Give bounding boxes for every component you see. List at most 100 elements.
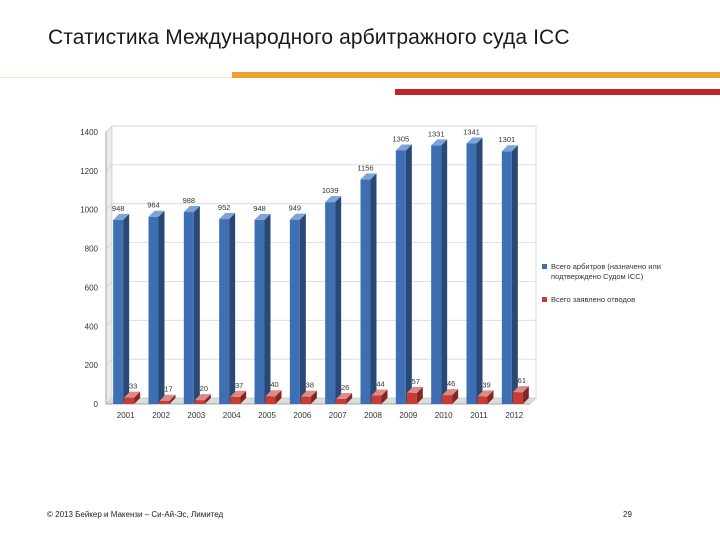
bar-series-1 <box>501 145 518 404</box>
bar-series-2-front <box>336 398 347 404</box>
x-tick-label: 2012 <box>505 411 523 420</box>
page-number: 29 <box>623 510 632 519</box>
gridline-side <box>105 242 113 249</box>
bar-series-1-front <box>466 143 477 404</box>
bar-series-2-top <box>159 394 176 401</box>
gridline-side <box>105 358 113 366</box>
gridline-side <box>105 203 113 210</box>
bar-series-1-side <box>405 144 412 404</box>
bar-series-1-top <box>289 213 306 220</box>
bar-series-1-front <box>325 202 336 404</box>
bar-series-1-side <box>123 213 130 404</box>
y-tick-label: 400 <box>85 322 99 331</box>
back-wall <box>111 125 537 399</box>
bar-series-1-side <box>299 213 306 404</box>
x-tick-label: 2007 <box>329 411 347 420</box>
data-label-series-2: 44 <box>376 379 384 388</box>
data-label-series-1: 1305 <box>392 134 409 143</box>
bar-series-1-front <box>289 219 300 404</box>
data-label-series-1: 948 <box>112 204 125 213</box>
y-tick-label: 1200 <box>80 167 98 176</box>
y-tick-label: 1400 <box>80 128 98 137</box>
x-tick-label: 2002 <box>152 411 170 420</box>
bar-series-2 <box>159 394 176 404</box>
bar-series-2 <box>265 390 282 404</box>
bar-series-2-side <box>487 390 494 404</box>
bar-series-2-front <box>124 397 135 404</box>
bar-series-1-top <box>113 213 130 220</box>
bar-series-2 <box>371 389 388 404</box>
bar-series-2-top <box>124 391 141 398</box>
bar-series-2-top <box>336 392 353 399</box>
data-label-series-2: 37 <box>235 381 243 390</box>
data-label-series-2: 33 <box>129 382 137 391</box>
bar-series-1-top <box>360 173 377 180</box>
bar-series-1-top <box>501 145 518 152</box>
bar-series-1 <box>183 206 200 404</box>
bar-series-2-side <box>346 392 353 404</box>
bar-series-2-front <box>371 395 382 404</box>
bar-series-2-top <box>230 390 247 397</box>
bar-series-2-side <box>310 390 317 404</box>
bar-series-2-front <box>194 400 205 404</box>
data-label-series-2: 20 <box>200 384 208 393</box>
bar-series-2-front <box>300 396 311 404</box>
x-tick-label: 2009 <box>399 411 417 420</box>
legend-label-series-1: Всего арбитров (назначено или подтвержден… <box>551 262 661 281</box>
bar-series-1 <box>395 144 412 404</box>
bar-series-1-side <box>193 206 200 404</box>
y-tick-label: 800 <box>85 245 99 254</box>
x-tick-label: 2004 <box>223 411 241 420</box>
data-label-series-2: 61 <box>518 376 526 385</box>
bar-series-2-front <box>230 396 241 404</box>
x-tick-label: 2010 <box>435 411 453 420</box>
data-label-series-1: 1341 <box>463 127 480 136</box>
bar-series-1 <box>325 196 342 404</box>
gridline-side <box>105 281 113 288</box>
bar-series-1 <box>431 139 448 405</box>
bar-series-2-top <box>300 390 317 397</box>
bar-series-2 <box>194 394 211 404</box>
slide-title: Статистика Международного арбитражного с… <box>48 26 570 49</box>
bar-series-1 <box>148 210 165 404</box>
x-tick-label: 2006 <box>293 411 311 420</box>
bar-series-1-front <box>113 219 124 404</box>
bar-series-2-front <box>442 395 453 404</box>
data-label-series-1: 952 <box>218 203 231 212</box>
data-label-series-2: 40 <box>270 380 278 389</box>
data-label-series-2: 46 <box>447 379 455 388</box>
data-label-series-2: 38 <box>306 381 314 390</box>
bar-series-2 <box>300 390 317 404</box>
bar-series-2-side <box>452 389 459 404</box>
bar-series-2 <box>230 390 247 404</box>
bar-series-2-side <box>204 394 211 404</box>
data-label-series-2: 39 <box>482 380 490 389</box>
bar-series-1-top <box>219 213 236 220</box>
x-tick-label: 2003 <box>187 411 205 420</box>
bar-series-1 <box>254 213 271 404</box>
data-label-series-2: 26 <box>341 383 349 392</box>
bar-series-1-side <box>476 137 483 404</box>
bar-series-1-top <box>395 144 412 151</box>
bar-series-1 <box>289 213 306 404</box>
gridline-side <box>105 397 113 405</box>
bar-series-2 <box>406 386 423 404</box>
bar-chart: 0 200 400 600 800 1000 1200 1400 948 33 2001 964 17 2… <box>80 125 661 420</box>
legend-label-series-2: Всего заявлено отводов <box>551 295 635 304</box>
bar-series-2 <box>336 392 353 404</box>
bar-series-1-top <box>325 196 342 203</box>
bar-series-1-side <box>511 145 518 404</box>
data-label-series-1: 948 <box>253 204 266 213</box>
bar-series-2-side <box>275 390 282 404</box>
bar-series-2-top <box>477 390 494 397</box>
y-tick-label: 0 <box>94 400 99 409</box>
bar-series-1-front <box>219 219 230 404</box>
y-tick-label: 1000 <box>80 206 98 215</box>
bar-series-1 <box>466 137 483 404</box>
bar-series-1 <box>360 173 377 404</box>
title-rule-red <box>395 89 720 95</box>
bar-series-2-top <box>194 394 211 401</box>
bar-series-2-side <box>522 386 529 404</box>
data-label-series-1: 1156 <box>357 163 373 172</box>
y-tick-label: 200 <box>85 361 99 370</box>
